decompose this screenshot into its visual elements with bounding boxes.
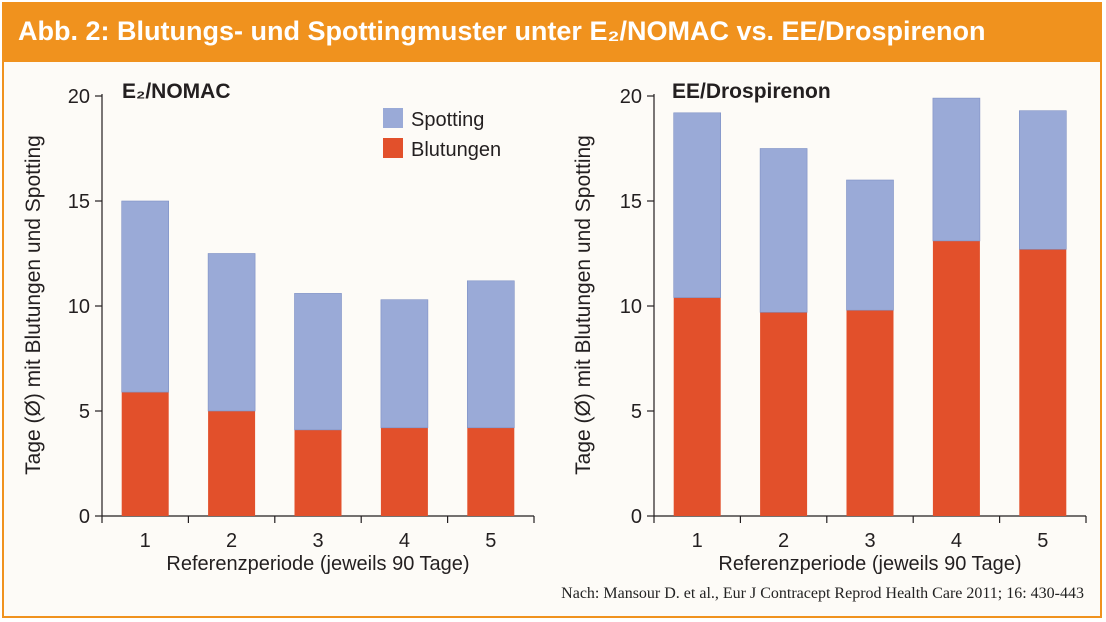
bar-blutungen-3 (846, 310, 894, 516)
y-axis-label: Tage (Ø) mit Blutungen und Spotting (572, 135, 595, 475)
bar-spotting-3 (846, 179, 894, 311)
bar-blutungen-5 (1019, 249, 1067, 517)
bar-blutungen-3 (294, 429, 342, 516)
bar-blutungen-1 (673, 297, 721, 516)
bar-spotting-2 (207, 253, 256, 412)
y-tick-label: 0 (631, 506, 642, 528)
x-tick-label: 1 (692, 530, 703, 552)
panel-title: E₂/NOMAC (122, 80, 231, 103)
bar-spotting-3 (294, 293, 342, 431)
bar-spotting-1 (121, 200, 169, 393)
legend-label-blutungen: Blutungen (411, 139, 501, 161)
bar-blutungen-2 (208, 411, 256, 516)
bar-blutungen-2 (760, 312, 808, 516)
x-tick-label: 5 (485, 530, 496, 552)
bar-spotting-5 (466, 280, 515, 429)
x-tick-label: 4 (399, 530, 410, 552)
bar-spotting-5 (1018, 110, 1067, 250)
y-axis-label: Tage (Ø) mit Blutungen und Spotting (22, 135, 45, 475)
bar-blutungen-4 (380, 427, 428, 516)
bar-spotting-4 (380, 299, 429, 429)
y-tick-label: 10 (620, 296, 642, 318)
y-tick-label: 0 (79, 506, 90, 528)
x-tick-label: 5 (1037, 530, 1048, 552)
y-tick-label: 5 (631, 401, 642, 423)
y-tick-label: 15 (68, 191, 90, 213)
bar-spotting-4 (932, 97, 981, 242)
chart-panel-2: 0 5 10 15 20 1 2 3 4 5 EE/Drospirenon Referenzperio… (572, 80, 1087, 575)
bar-spotting-1 (673, 112, 722, 298)
bar-blutungen-5 (467, 427, 515, 516)
bar-blutungen-1 (121, 392, 169, 516)
legend-label-spotting: Spotting (411, 109, 484, 131)
x-axis-label: Referenzperiode (jeweils 90 Tage) (166, 553, 469, 575)
panel-title: EE/Drospirenon (672, 80, 831, 103)
legend-swatch-blutungen (383, 138, 403, 158)
x-tick-label: 1 (140, 530, 151, 552)
x-tick-label: 3 (312, 530, 323, 552)
x-tick-label: 4 (951, 530, 962, 552)
y-tick-label: 20 (620, 86, 642, 108)
y-tick-label: 10 (68, 296, 90, 318)
chart-panel-1: 0 5 10 15 20 1 2 3 4 5 E₂/NOMAC Referenzperiode (je… (22, 80, 535, 575)
y-tick-label: 20 (68, 86, 90, 108)
legend-swatch-spotting (383, 108, 403, 128)
bar-spotting-2 (759, 148, 808, 313)
x-axis-label: Referenzperiode (jeweils 90 Tage) (718, 553, 1021, 575)
y-tick-label: 5 (79, 401, 90, 423)
y-tick-label: 15 (620, 191, 642, 213)
source-citation: Nach: Mansour D. et al., Eur J Contracep… (561, 585, 1084, 602)
x-tick-label: 2 (226, 530, 237, 552)
bar-blutungen-4 (932, 240, 980, 516)
x-tick-label: 3 (864, 530, 875, 552)
figure-header: Abb. 2: Blutungs- und Spottingmuster unt… (4, 4, 1100, 62)
figure-title: Abb. 2: Blutungs- und Spottingmuster unt… (18, 16, 986, 46)
x-tick-label: 2 (778, 530, 789, 552)
